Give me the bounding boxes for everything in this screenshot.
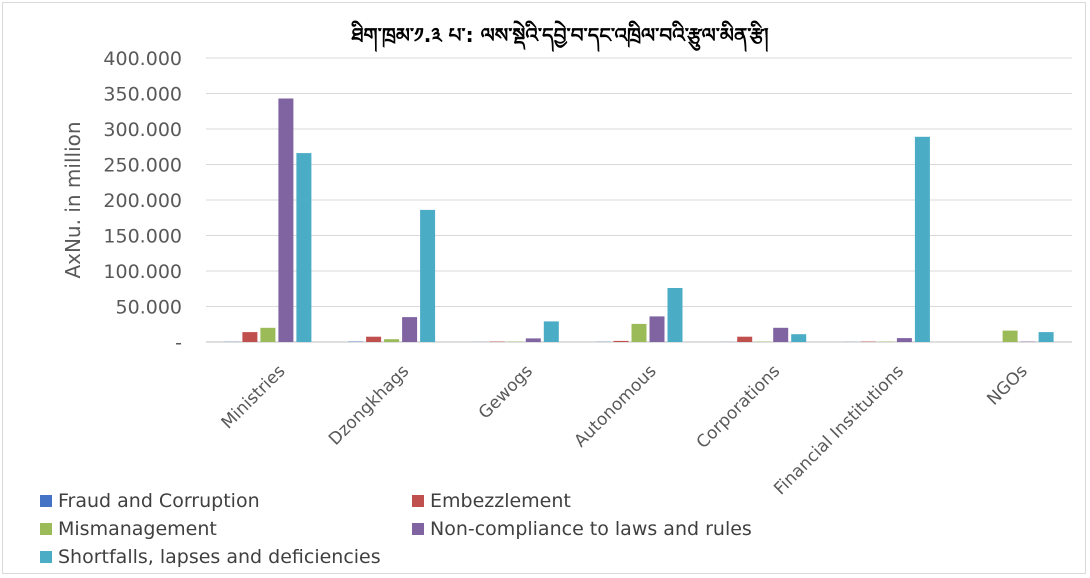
category-label: Dzongkhags (325, 361, 413, 449)
y-axis-label: AxNu. in million (61, 121, 85, 278)
y-tick-label: 50.000 (116, 297, 182, 319)
legend-swatch (40, 495, 52, 507)
bar (896, 338, 912, 342)
y-tick-label: 150.000 (103, 226, 182, 248)
category-label: Corporations (693, 361, 785, 453)
y-tick-label: 250.000 (103, 155, 182, 177)
y-tick-label: 350.000 (103, 84, 182, 106)
y-tick-label: 400.000 (103, 48, 182, 70)
legend-item: Shortfalls, lapses and deficiencies (40, 546, 381, 568)
bar (667, 288, 683, 342)
legend-item: Mismanagement (40, 518, 217, 540)
legend-item: Embezzlement (412, 490, 571, 512)
legend-swatch (412, 495, 424, 507)
y-tick-label: 200.000 (103, 190, 182, 212)
bar (384, 339, 400, 342)
bar (613, 340, 629, 342)
legend-item: Fraud and Corruption (40, 490, 260, 512)
y-tick-label: - (175, 332, 182, 354)
y-tick-label: 100.000 (103, 261, 182, 283)
legend-swatch (412, 523, 424, 535)
category-labels: Ministries Dzongkhags Gewogs Autonomous Corp… (218, 361, 1032, 499)
bar (296, 153, 312, 342)
category-label: Gewogs (475, 361, 537, 423)
category-label: NGOs (983, 361, 1031, 409)
legend-label: Mismanagement (58, 518, 217, 540)
bar (366, 336, 382, 342)
bar (242, 332, 258, 342)
category-label: Financial Institutions (770, 361, 908, 499)
bar (914, 136, 930, 342)
legend-label: Non-compliance to laws and rules (430, 518, 752, 540)
legend-item: Non-compliance to laws and rules (412, 518, 752, 540)
legend-swatch (40, 551, 52, 563)
legend-label: Fraud and Corruption (58, 490, 260, 512)
legend-label: Shortfalls, lapses and deficiencies (58, 546, 381, 568)
bar (525, 338, 541, 342)
bar (420, 209, 436, 342)
bar-series (224, 98, 1054, 342)
bar (402, 317, 418, 342)
y-tick-labels: - 50.000 100.000 150.000 200.000 250.000 300.0… (103, 48, 182, 354)
bar (773, 327, 789, 342)
y-tick-label: 300.000 (103, 119, 182, 141)
bar (1002, 330, 1018, 342)
gridlines (206, 57, 1072, 343)
chart-title: ཐིག་ཁྲམ་༡.༣ པ་: ལས་སྡེའི་དབྱེ་བ་དང་འཁྲིལ… (350, 20, 769, 53)
bar (631, 323, 647, 342)
bar (791, 334, 807, 342)
bar (278, 98, 294, 342)
legend-swatch (40, 523, 52, 535)
bar (1038, 332, 1054, 342)
bar (649, 316, 665, 342)
bar (260, 327, 276, 342)
category-label: Autonomous (571, 361, 661, 451)
bar (737, 336, 753, 342)
legend-label: Embezzlement (430, 490, 571, 512)
bar (543, 321, 559, 342)
category-label: Ministries (218, 361, 290, 433)
